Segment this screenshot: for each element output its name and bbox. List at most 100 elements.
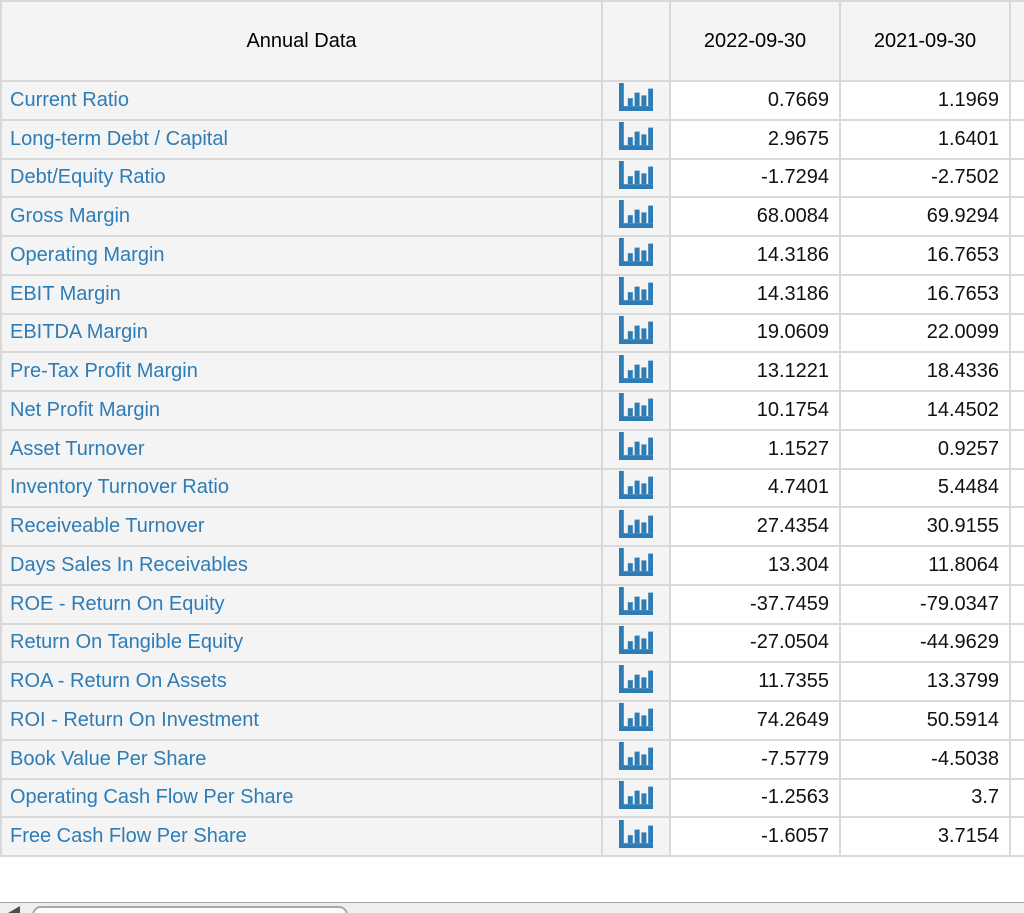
value-2021: 16.7653 xyxy=(839,235,1011,276)
bar-chart-icon[interactable] xyxy=(619,83,654,112)
value-2021: 13.3799 xyxy=(839,661,1011,702)
metric-link[interactable]: Gross Margin xyxy=(10,205,131,228)
table-title: Annual Data xyxy=(0,0,603,82)
value-2021: 16.7653 xyxy=(839,273,1011,315)
value-2021: 30.9155 xyxy=(839,506,1011,547)
value-2022: 1.1527 xyxy=(669,428,841,470)
horizontal-scrollbar[interactable] xyxy=(0,902,1024,913)
column-header-2022-09-30: 2022-09-30 xyxy=(669,0,841,82)
table-row: ROA - Return On Assets 11.7355 13.3799 xyxy=(0,661,1024,702)
table-row: Free Cash Flow Per Share -1.6057 3.7154 xyxy=(0,816,1024,857)
value-2021: 1.6401 xyxy=(839,118,1011,160)
table-row: Inventory Turnover Ratio 4.7401 5.4484 xyxy=(0,467,1024,509)
column-header-2021-09-30: 2021-09-30 xyxy=(839,0,1011,82)
table-row: ROI - Return On Investment 74.2649 50.59… xyxy=(0,700,1024,741)
bar-chart-icon[interactable] xyxy=(619,625,654,654)
value-2022: 4.7401 xyxy=(669,467,841,509)
value-2022: 2.9675 xyxy=(669,118,841,160)
metric-link[interactable]: Free Cash Flow Per Share xyxy=(10,825,247,848)
metric-link[interactable]: Net Profit Margin xyxy=(10,398,161,421)
value-2022: -1.2563 xyxy=(669,777,841,819)
value-2021: 69.9294 xyxy=(839,196,1011,237)
bar-chart-icon[interactable] xyxy=(619,780,654,809)
value-2021: 50.5914 xyxy=(839,700,1011,741)
value-2022: 0.7669 xyxy=(669,80,841,121)
column-header-cutoff xyxy=(1009,0,1024,82)
table-row: Long-term Debt / Capital 2.9675 1.6401 xyxy=(0,118,1024,160)
table-row: EBIT Margin 14.3186 16.7653 xyxy=(0,273,1024,315)
value-2022: 11.7355 xyxy=(669,661,841,702)
metric-link[interactable]: EBITDA Margin xyxy=(10,321,148,344)
value-2021: 5.4484 xyxy=(839,467,1011,509)
bar-chart-icon[interactable] xyxy=(619,548,654,577)
metric-link[interactable]: Current Ratio xyxy=(10,88,129,111)
bar-chart-icon[interactable] xyxy=(619,277,654,306)
bar-chart-icon[interactable] xyxy=(619,470,654,499)
bar-chart-icon[interactable] xyxy=(619,432,654,461)
metric-link[interactable]: Operating Cash Flow Per Share xyxy=(10,786,294,809)
table-row: Days Sales In Receivables 13.304 11.8064 xyxy=(0,545,1024,586)
value-2022: -27.0504 xyxy=(669,622,841,664)
metric-link[interactable]: ROA - Return On Assets xyxy=(10,670,227,693)
bar-chart-icon[interactable] xyxy=(619,199,654,228)
value-2022: 19.0609 xyxy=(669,312,841,354)
value-2021: 14.4502 xyxy=(839,390,1011,431)
metric-link[interactable]: Pre-Tax Profit Margin xyxy=(10,360,198,383)
bar-chart-icon[interactable] xyxy=(619,122,654,151)
value-2022: -1.7294 xyxy=(669,157,841,199)
bar-chart-icon[interactable] xyxy=(619,587,654,616)
value-2021: -79.0347 xyxy=(839,583,1011,625)
metric-link[interactable]: Return On Tangible Equity xyxy=(10,631,244,654)
value-2021: 22.0099 xyxy=(839,312,1011,354)
bar-chart-icon[interactable] xyxy=(619,664,654,693)
metric-link[interactable]: Operating Margin xyxy=(10,243,165,266)
value-2022: -7.5779 xyxy=(669,738,841,780)
table-row: Operating Cash Flow Per Share -1.2563 3.… xyxy=(0,777,1024,819)
bar-chart-icon[interactable] xyxy=(619,393,654,422)
value-2022: 27.4354 xyxy=(669,506,841,547)
bar-chart-icon[interactable] xyxy=(619,315,654,344)
table-row: Net Profit Margin 10.1754 14.4502 xyxy=(0,390,1024,431)
value-2021: 3.7 xyxy=(839,777,1011,819)
value-2022: 13.1221 xyxy=(669,351,841,392)
value-2022: -1.6057 xyxy=(669,816,841,857)
table-row: Operating Margin 14.3186 16.7653 xyxy=(0,235,1024,276)
value-2021: -2.7502 xyxy=(839,157,1011,199)
metric-link[interactable]: Debt/Equity Ratio xyxy=(10,166,166,189)
value-2021: 0.9257 xyxy=(839,428,1011,470)
metric-link[interactable]: Asset Turnover xyxy=(10,437,145,460)
bar-chart-icon[interactable] xyxy=(619,354,654,383)
table-row: Pre-Tax Profit Margin 13.1221 18.4336 xyxy=(0,351,1024,392)
value-2022: 14.3186 xyxy=(669,235,841,276)
bar-chart-icon[interactable] xyxy=(619,160,654,189)
metric-link[interactable]: ROI - Return On Investment xyxy=(10,708,259,731)
value-2022: 14.3186 xyxy=(669,273,841,315)
bar-chart-icon[interactable] xyxy=(619,703,654,732)
bar-chart-icon[interactable] xyxy=(619,238,654,267)
metric-link[interactable]: ROE - Return On Equity xyxy=(10,592,225,615)
value-2021: 3.7154 xyxy=(839,816,1011,857)
table-row: EBITDA Margin 19.0609 22.0099 xyxy=(0,312,1024,354)
value-2022: 74.2649 xyxy=(669,700,841,741)
metric-link[interactable]: Receiveable Turnover xyxy=(10,515,205,538)
value-2021: 11.8064 xyxy=(839,545,1011,586)
value-2022: 13.304 xyxy=(669,545,841,586)
bar-chart-icon[interactable] xyxy=(619,742,654,771)
value-2021: -44.9629 xyxy=(839,622,1011,664)
table-row: Receiveable Turnover 27.4354 30.9155 xyxy=(0,506,1024,547)
bar-chart-icon[interactable] xyxy=(619,819,654,848)
value-2022: 10.1754 xyxy=(669,390,841,431)
metric-link[interactable]: Inventory Turnover Ratio xyxy=(10,476,229,499)
table-row: Book Value Per Share -7.5779 -4.5038 xyxy=(0,738,1024,780)
table-row: Gross Margin 68.0084 69.9294 xyxy=(0,196,1024,237)
left-arrow-icon[interactable] xyxy=(8,906,20,913)
table-row: Current Ratio 0.7669 1.1969 xyxy=(0,80,1024,121)
chart-column-header xyxy=(601,0,671,82)
metric-link[interactable]: Book Value Per Share xyxy=(10,747,207,770)
metric-link[interactable]: Long-term Debt / Capital xyxy=(10,127,228,150)
metric-link[interactable]: Days Sales In Receivables xyxy=(10,553,248,576)
table-row: Debt/Equity Ratio -1.7294 -2.7502 xyxy=(0,157,1024,199)
metric-link[interactable]: EBIT Margin xyxy=(10,282,121,305)
bar-chart-icon[interactable] xyxy=(619,509,654,538)
scrollbar-thumb[interactable] xyxy=(32,906,348,913)
